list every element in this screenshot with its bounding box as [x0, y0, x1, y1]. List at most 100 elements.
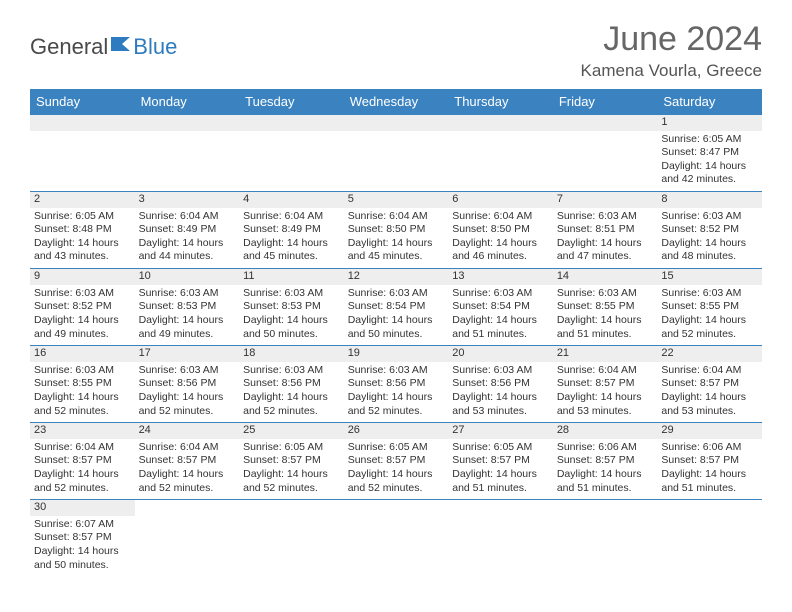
day-number-cell: 12: [344, 269, 449, 285]
daylight-text: Daylight: 14 hours: [348, 391, 445, 405]
sunset-text: Sunset: 8:53 PM: [243, 300, 340, 314]
day-number-cell: [657, 500, 762, 516]
day-content-cell: [448, 516, 553, 577]
sunset-text: Sunset: 8:55 PM: [557, 300, 654, 314]
sunrise-text: Sunrise: 6:05 AM: [34, 210, 131, 224]
daylight-text: Daylight: 14 hours: [348, 237, 445, 251]
daylight-text: and 51 minutes.: [452, 482, 549, 496]
daylight-text: Daylight: 14 hours: [452, 468, 549, 482]
sunset-text: Sunset: 8:47 PM: [661, 146, 758, 160]
sunrise-text: Sunrise: 6:03 AM: [243, 287, 340, 301]
sunrise-text: Sunrise: 6:05 AM: [452, 441, 549, 455]
daylight-text: and 48 minutes.: [661, 250, 758, 264]
daylight-text: Daylight: 14 hours: [139, 314, 236, 328]
day-content-cell: [344, 516, 449, 577]
daylight-text: Daylight: 14 hours: [243, 391, 340, 405]
sunset-text: Sunset: 8:56 PM: [452, 377, 549, 391]
daylight-text: Daylight: 14 hours: [452, 391, 549, 405]
day-number-cell: 1: [657, 115, 762, 131]
daylight-text: Daylight: 14 hours: [34, 237, 131, 251]
daylight-text: and 52 minutes.: [348, 405, 445, 419]
day-content-cell: Sunrise: 6:06 AMSunset: 8:57 PMDaylight:…: [553, 439, 658, 500]
sunset-text: Sunset: 8:53 PM: [139, 300, 236, 314]
sunrise-text: Sunrise: 6:07 AM: [34, 518, 131, 532]
day-content-cell: Sunrise: 6:04 AMSunset: 8:57 PMDaylight:…: [657, 362, 762, 423]
sunset-text: Sunset: 8:57 PM: [34, 531, 131, 545]
page-title: June 2024: [581, 20, 762, 59]
day-content-cell: Sunrise: 6:05 AMSunset: 8:47 PMDaylight:…: [657, 131, 762, 192]
day-number-cell: [135, 500, 240, 516]
sunrise-text: Sunrise: 6:04 AM: [34, 441, 131, 455]
day-content-cell: Sunrise: 6:03 AMSunset: 8:56 PMDaylight:…: [135, 362, 240, 423]
sunset-text: Sunset: 8:51 PM: [557, 223, 654, 237]
sunset-text: Sunset: 8:52 PM: [34, 300, 131, 314]
daylight-text: and 45 minutes.: [243, 250, 340, 264]
daylight-text: Daylight: 14 hours: [243, 237, 340, 251]
daylight-text: and 45 minutes.: [348, 250, 445, 264]
day-content-cell: Sunrise: 6:03 AMSunset: 8:56 PMDaylight:…: [344, 362, 449, 423]
day-number-cell: 14: [553, 269, 658, 285]
day-content-cell: Sunrise: 6:03 AMSunset: 8:56 PMDaylight:…: [239, 362, 344, 423]
content-row: Sunrise: 6:05 AMSunset: 8:48 PMDaylight:…: [30, 208, 762, 269]
daylight-text: Daylight: 14 hours: [661, 237, 758, 251]
daylight-text: and 50 minutes.: [34, 559, 131, 573]
sunset-text: Sunset: 8:57 PM: [139, 454, 236, 468]
sunrise-text: Sunrise: 6:03 AM: [557, 287, 654, 301]
daylight-text: Daylight: 14 hours: [661, 391, 758, 405]
sunset-text: Sunset: 8:49 PM: [139, 223, 236, 237]
daylight-text: Daylight: 14 hours: [557, 237, 654, 251]
sunrise-text: Sunrise: 6:04 AM: [348, 210, 445, 224]
day-content-cell: Sunrise: 6:07 AMSunset: 8:57 PMDaylight:…: [30, 516, 135, 577]
day-content-cell: [30, 131, 135, 192]
day-content-cell: [344, 131, 449, 192]
day-content-cell: Sunrise: 6:04 AMSunset: 8:57 PMDaylight:…: [30, 439, 135, 500]
day-number-cell: 29: [657, 423, 762, 439]
day-number-cell: 17: [135, 346, 240, 362]
daylight-text: Daylight: 14 hours: [557, 314, 654, 328]
sunrise-text: Sunrise: 6:04 AM: [452, 210, 549, 224]
daylight-text: and 51 minutes.: [661, 482, 758, 496]
daylight-text: and 50 minutes.: [243, 328, 340, 342]
weekday-header: Saturday: [657, 89, 762, 115]
day-content-cell: [553, 131, 658, 192]
daylight-text: and 52 minutes.: [139, 405, 236, 419]
day-number-cell: 5: [344, 192, 449, 208]
day-number-cell: 27: [448, 423, 553, 439]
daynum-row: 1: [30, 115, 762, 131]
daylight-text: and 43 minutes.: [34, 250, 131, 264]
logo-flag-icon: [110, 34, 132, 60]
sunset-text: Sunset: 8:57 PM: [661, 454, 758, 468]
title-block: June 2024 Kamena Vourla, Greece: [581, 20, 762, 81]
daylight-text: Daylight: 14 hours: [139, 468, 236, 482]
sunset-text: Sunset: 8:48 PM: [34, 223, 131, 237]
sunrise-text: Sunrise: 6:04 AM: [557, 364, 654, 378]
day-number-cell: [448, 500, 553, 516]
sunrise-text: Sunrise: 6:03 AM: [34, 364, 131, 378]
day-number-cell: 19: [344, 346, 449, 362]
sunset-text: Sunset: 8:56 PM: [243, 377, 340, 391]
day-content-cell: Sunrise: 6:04 AMSunset: 8:50 PMDaylight:…: [344, 208, 449, 269]
location: Kamena Vourla, Greece: [581, 61, 762, 81]
weekday-header-row: Sunday Monday Tuesday Wednesday Thursday…: [30, 89, 762, 115]
day-number-cell: 30: [30, 500, 135, 516]
daylight-text: Daylight: 14 hours: [243, 468, 340, 482]
daylight-text: Daylight: 14 hours: [452, 237, 549, 251]
day-number-cell: 8: [657, 192, 762, 208]
day-number-cell: 10: [135, 269, 240, 285]
day-number-cell: 11: [239, 269, 344, 285]
weekday-header: Tuesday: [239, 89, 344, 115]
sunset-text: Sunset: 8:57 PM: [452, 454, 549, 468]
daylight-text: and 49 minutes.: [139, 328, 236, 342]
sunset-text: Sunset: 8:50 PM: [452, 223, 549, 237]
sunset-text: Sunset: 8:54 PM: [452, 300, 549, 314]
sunrise-text: Sunrise: 6:04 AM: [243, 210, 340, 224]
day-number-cell: 6: [448, 192, 553, 208]
daylight-text: and 49 minutes.: [34, 328, 131, 342]
day-number-cell: [30, 115, 135, 131]
day-content-cell: Sunrise: 6:04 AMSunset: 8:49 PMDaylight:…: [135, 208, 240, 269]
daylight-text: Daylight: 14 hours: [661, 314, 758, 328]
day-content-cell: [239, 516, 344, 577]
weekday-header: Friday: [553, 89, 658, 115]
daylight-text: Daylight: 14 hours: [348, 314, 445, 328]
daylight-text: and 46 minutes.: [452, 250, 549, 264]
